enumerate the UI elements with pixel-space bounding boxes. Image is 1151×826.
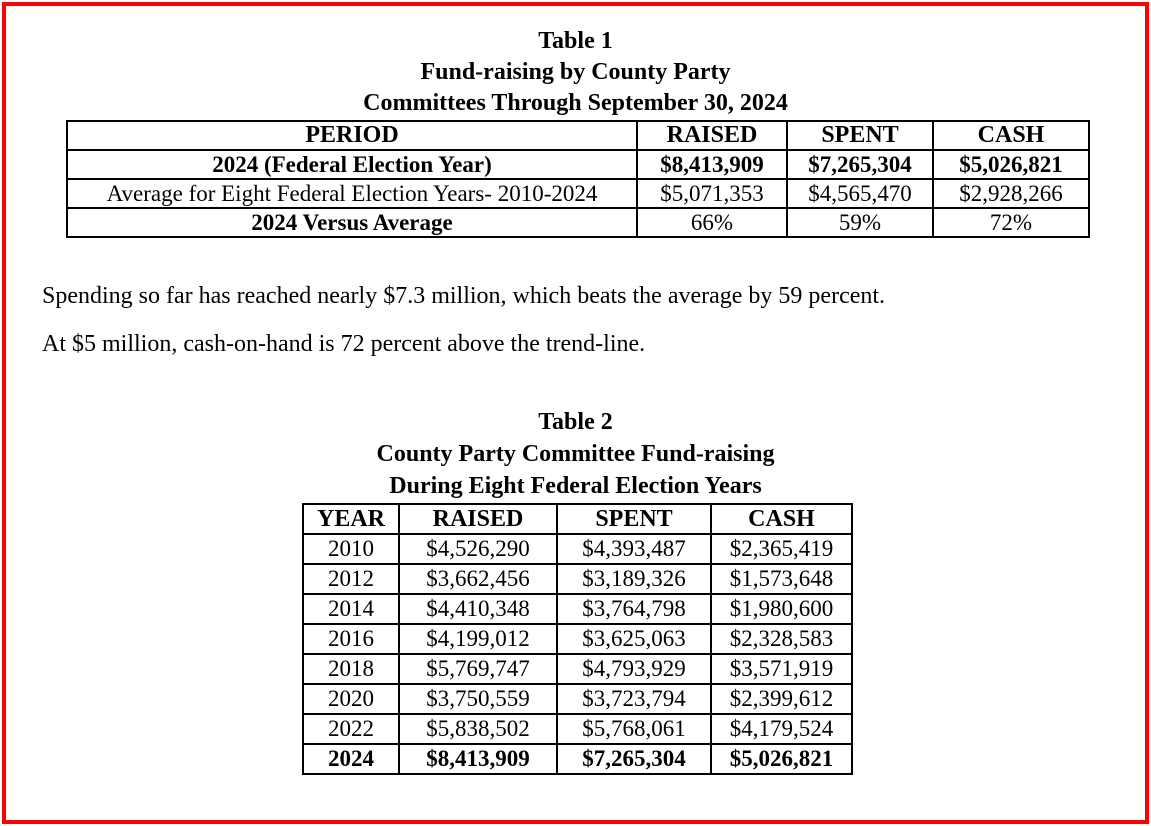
table2-header-raised: RAISED bbox=[398, 503, 558, 535]
table1-header-spent: SPENT bbox=[786, 120, 934, 151]
table-cell: $3,625,063 bbox=[556, 623, 712, 655]
table-cell: $4,179,524 bbox=[710, 713, 853, 745]
table-cell: $2,328,583 bbox=[710, 623, 853, 655]
table-cell: $4,393,487 bbox=[556, 533, 712, 565]
table1-title-line1: Table 1 bbox=[538, 28, 613, 54]
table-cell: 2016 bbox=[302, 623, 400, 655]
table-cell: $3,571,919 bbox=[710, 653, 853, 685]
table-cell: $5,769,747 bbox=[398, 653, 558, 685]
table1-fundraising-summary: PERIOD RAISED SPENT CASH 2024 (Federal E… bbox=[66, 120, 1090, 238]
table-row-2018: 2018 $5,769,747 $4,793,929 $3,571,919 bbox=[302, 653, 853, 685]
table-cell: $8,413,909 bbox=[398, 743, 558, 775]
table-cell: $1,573,648 bbox=[710, 563, 853, 595]
table-cell: $5,071,353 bbox=[636, 178, 788, 209]
table1-title-line3: Committees Through September 30, 2024 bbox=[363, 90, 788, 116]
table-cell: $5,026,821 bbox=[932, 149, 1090, 180]
table-row-2016: 2016 $4,199,012 $3,625,063 $2,328,583 bbox=[302, 623, 853, 655]
table-cell: $4,793,929 bbox=[556, 653, 712, 685]
table1-header-row: PERIOD RAISED SPENT CASH bbox=[66, 120, 1090, 151]
table-cell: $7,265,304 bbox=[786, 149, 934, 180]
table-row-2022: 2022 $5,838,502 $5,768,061 $4,179,524 bbox=[302, 713, 853, 745]
table-cell: $4,526,290 bbox=[398, 533, 558, 565]
table-cell: 2014 bbox=[302, 593, 400, 625]
table-cell: $4,565,470 bbox=[786, 178, 934, 209]
table-cell: $8,413,909 bbox=[636, 149, 788, 180]
table-cell: Average for Eight Federal Election Years… bbox=[66, 178, 638, 209]
table-cell: $3,723,794 bbox=[556, 683, 712, 715]
table2-title-line2: County Party Committee Fund-raising bbox=[376, 441, 775, 467]
table-cell: $4,199,012 bbox=[398, 623, 558, 655]
table-cell: $5,026,821 bbox=[710, 743, 853, 775]
table-row-2014: 2014 $4,410,348 $3,764,798 $1,980,600 bbox=[302, 593, 853, 625]
table-cell: $1,980,600 bbox=[710, 593, 853, 625]
table-cell: 2012 bbox=[302, 563, 400, 595]
table-cell: $5,768,061 bbox=[556, 713, 712, 745]
table-cell: $3,189,326 bbox=[556, 563, 712, 595]
table-cell: $7,265,304 bbox=[556, 743, 712, 775]
table-cell: 2010 bbox=[302, 533, 400, 565]
table-cell: 2024 Versus Average bbox=[66, 207, 638, 238]
table-cell: 66% bbox=[636, 207, 788, 238]
table-row-2020: 2020 $3,750,559 $3,723,794 $2,399,612 bbox=[302, 683, 853, 715]
table1-title-block: Table 1 Fund-raising by County Party Com… bbox=[0, 26, 1151, 119]
table2-header-row: YEAR RAISED SPENT CASH bbox=[302, 503, 853, 535]
table2-header-cash: CASH bbox=[710, 503, 853, 535]
table-cell: $2,399,612 bbox=[710, 683, 853, 715]
table-cell: $3,662,456 bbox=[398, 563, 558, 595]
table2-yearly-fundraising: YEAR RAISED SPENT CASH 2010 $4,526,290 $… bbox=[302, 503, 853, 775]
table-cell: 2020 bbox=[302, 683, 400, 715]
table-cell: $3,764,798 bbox=[556, 593, 712, 625]
table-cell: 59% bbox=[786, 207, 934, 238]
table-row-2010: 2010 $4,526,290 $4,393,487 $2,365,419 bbox=[302, 533, 853, 565]
table-row-2024: 2024 $8,413,909 $7,265,304 $5,026,821 bbox=[302, 743, 853, 775]
table1-title-line2: Fund-raising by County Party bbox=[420, 59, 731, 85]
table-cell: $2,928,266 bbox=[932, 178, 1090, 209]
table2-title-line3: During Eight Federal Election Years bbox=[389, 473, 762, 499]
commentary-paragraph-spending: Spending so far has reached nearly $7.3 … bbox=[42, 283, 886, 309]
table-cell: 2022 bbox=[302, 713, 400, 745]
table-row-2012: 2012 $3,662,456 $3,189,326 $1,573,648 bbox=[302, 563, 853, 595]
table-cell: 72% bbox=[932, 207, 1090, 238]
table1-row-average: Average for Eight Federal Election Years… bbox=[66, 178, 1090, 209]
commentary-paragraph-cash: At $5 million, cash-on-hand is 72 percen… bbox=[42, 331, 646, 357]
table-cell: 2018 bbox=[302, 653, 400, 685]
table2-title-block: Table 2 County Party Committee Fund-rais… bbox=[0, 406, 1151, 502]
table-cell: $4,410,348 bbox=[398, 593, 558, 625]
table2-title-line1: Table 2 bbox=[538, 409, 613, 435]
table-cell: $5,838,502 bbox=[398, 713, 558, 745]
table-cell: 2024 (Federal Election Year) bbox=[66, 149, 638, 180]
table1-header-cash: CASH bbox=[932, 120, 1090, 151]
table1-row-2024: 2024 (Federal Election Year) $8,413,909 … bbox=[66, 149, 1090, 180]
table1-row-versus-average: 2024 Versus Average 66% 59% 72% bbox=[66, 207, 1090, 238]
table-cell: 2024 bbox=[302, 743, 400, 775]
table1-header-raised: RAISED bbox=[636, 120, 788, 151]
table2-header-spent: SPENT bbox=[556, 503, 712, 535]
table2-header-year: YEAR bbox=[302, 503, 400, 535]
table-cell: $3,750,559 bbox=[398, 683, 558, 715]
table-cell: $2,365,419 bbox=[710, 533, 853, 565]
table1-header-period: PERIOD bbox=[66, 120, 638, 151]
